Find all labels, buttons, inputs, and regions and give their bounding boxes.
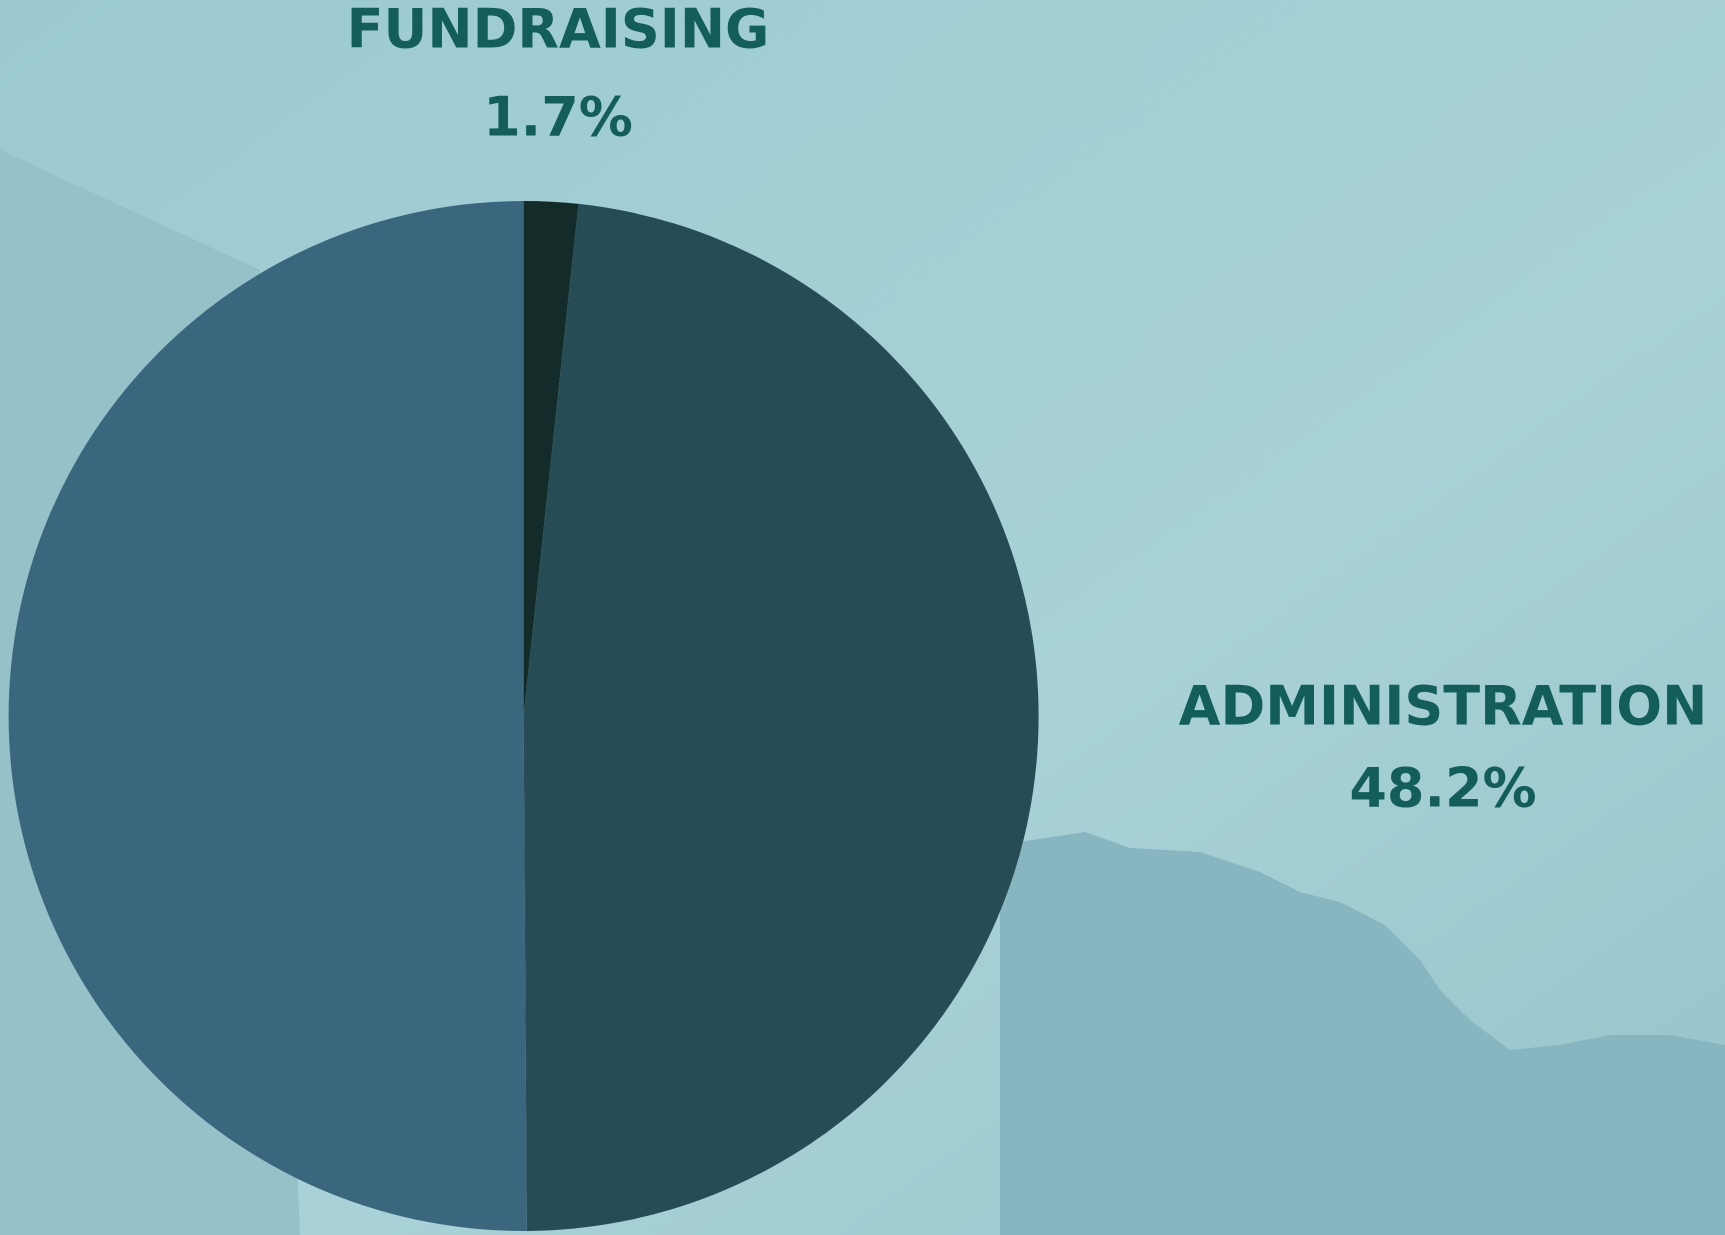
- slice-value-label: 1.7%: [483, 86, 633, 149]
- slice-label: FUNDRAISING: [347, 0, 770, 61]
- slice-label: ADMINISTRATION: [1179, 675, 1708, 738]
- page: {"chart_data": {"type": "pie", "categori…: [0, 0, 1725, 1235]
- slice-value-label: 48.2%: [1349, 757, 1536, 820]
- chart: FUNDRAISING 1.7% ADMINISTRATION 48.2%: [0, 0, 1725, 1235]
- pie: [9, 201, 1039, 1231]
